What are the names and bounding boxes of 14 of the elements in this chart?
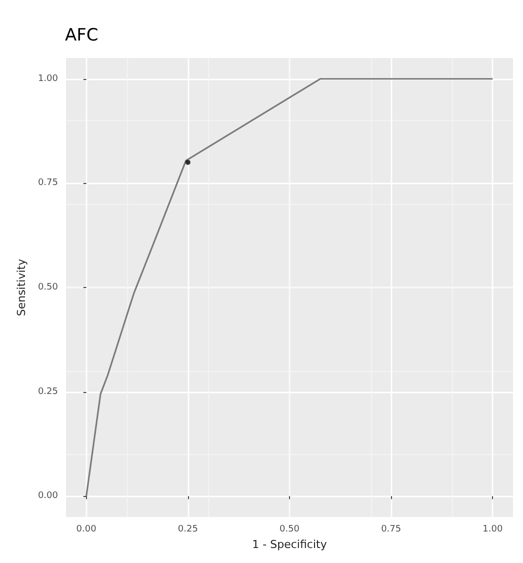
y-tick-label: 0.00	[38, 491, 58, 502]
y-tick-label: 1.00	[38, 74, 58, 84]
y-axis-title: Sensitivity	[15, 258, 28, 316]
x-axis-title: 1 - Specificity	[252, 538, 328, 551]
x-tick-label: 1.00	[482, 524, 503, 534]
y-tick-label: 0.50	[38, 282, 58, 292]
y-tick-label: 0.25	[38, 386, 58, 397]
chart-title: AFC	[65, 26, 98, 46]
x-tick-label: 0.00	[76, 524, 97, 534]
x-tick-label: 0.50	[279, 524, 300, 534]
line-series	[86, 78, 494, 497]
x-tick-label: 0.25	[178, 524, 198, 534]
y-tick-label: 0.75	[38, 178, 58, 188]
x-tick-label: 0.75	[381, 524, 402, 534]
